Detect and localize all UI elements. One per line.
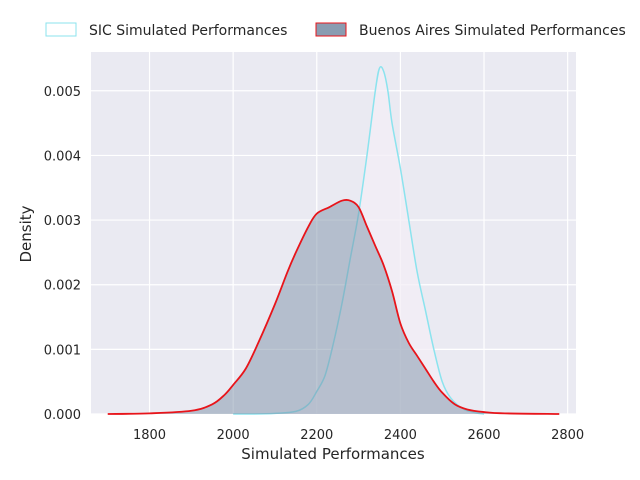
legend-label: SIC Simulated Performances (89, 23, 287, 39)
density-areas (107, 66, 560, 415)
x-tick-label: 2000 (217, 428, 250, 443)
legend: SIC Simulated Performances Buenos Aires S… (45, 22, 626, 39)
x-axis-label: Simulated Performances (241, 445, 425, 463)
x-axis-ticks: 1800 2000 2200 2400 2600 2800 (133, 428, 584, 443)
density-line-1 (107, 198, 560, 415)
x-tick-label: 1800 (133, 428, 166, 443)
x-tick-label: 2400 (384, 428, 417, 443)
y-axis-label: Density (17, 205, 35, 262)
y-axis-ticks: 0.000 0.001 0.002 0.003 0.004 0.005 (44, 85, 81, 423)
y-tick-label: 0.001 (44, 343, 81, 358)
y-tick-label: 0.005 (44, 85, 81, 100)
legend-label: Buenos Aires Simulated Performances (359, 23, 626, 39)
x-tick-label: 2800 (551, 428, 584, 443)
y-tick-label: 0.004 (44, 149, 81, 164)
legend-swatch (315, 22, 347, 37)
y-tick-label: 0.000 (44, 408, 81, 423)
density-fill-1 (107, 199, 560, 414)
x-tick-label: 2600 (467, 428, 500, 443)
y-tick-label: 0.002 (44, 279, 81, 294)
legend-swatch (45, 22, 77, 37)
x-tick-label: 2200 (300, 428, 333, 443)
y-tick-label: 0.003 (44, 214, 81, 229)
